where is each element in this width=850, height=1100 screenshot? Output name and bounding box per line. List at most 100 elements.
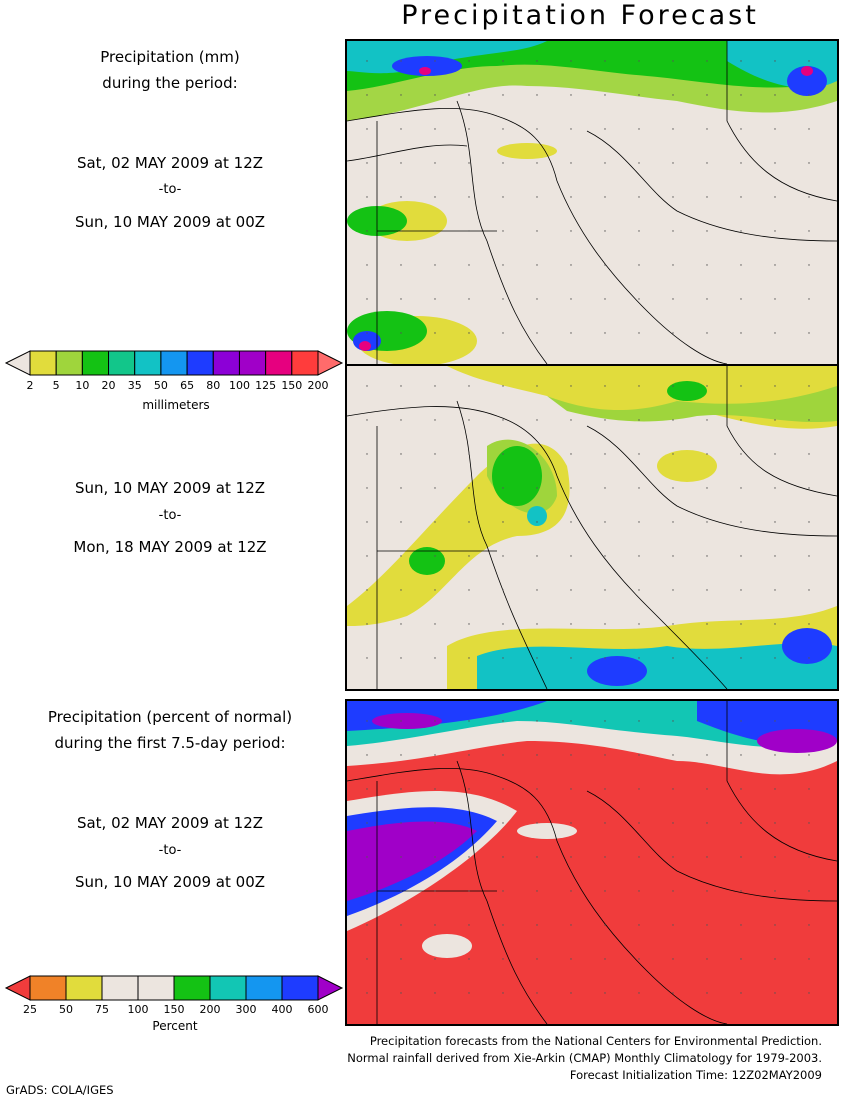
graticule-dot: [706, 453, 708, 455]
graticule-dot: [740, 822, 742, 824]
graticule-dot: [502, 94, 504, 96]
graticule-dot: [366, 589, 368, 591]
graticule-dot: [400, 196, 402, 198]
graticule-dot: [706, 128, 708, 130]
graticule-dot: [774, 657, 776, 659]
panel3-label-line1: Precipitation (percent of normal): [47, 708, 293, 726]
graticule-dot: [502, 453, 504, 455]
figure-title: Precipitation Forecast: [401, 0, 759, 31]
graticule-dot: [468, 992, 470, 994]
graticule-dot: [400, 992, 402, 994]
graticule-dot: [604, 788, 606, 790]
graticule-dot: [638, 958, 640, 960]
graticule-dot: [740, 128, 742, 130]
graticule-dot: [774, 60, 776, 62]
mm-colorbar-swatch-2: [55, 350, 83, 376]
graticule-dot: [706, 487, 708, 489]
graticule-dot: [774, 332, 776, 334]
panel1-to: -to-: [158, 182, 182, 197]
graticule-dot: [434, 385, 436, 387]
mm-colorbar-swatch-11: [291, 350, 319, 376]
graticule-dot: [808, 890, 810, 892]
graticule-dot: [604, 754, 606, 756]
graticule-dot: [502, 822, 504, 824]
percent-colorbar-swatch-4: [137, 975, 175, 1001]
graticule-dot: [740, 264, 742, 266]
graticule-dot: [808, 788, 810, 790]
graticule-dot: [604, 720, 606, 722]
percent-colorbar-swatches: [4, 975, 344, 1001]
graticule-dot: [774, 385, 776, 387]
graticule-dot: [570, 419, 572, 421]
graticule-dot: [808, 992, 810, 994]
graticule-dot: [468, 453, 470, 455]
graticule-dot: [740, 856, 742, 858]
mm-colorbar-tick-label: 65: [180, 379, 195, 392]
graticule-dot: [604, 94, 606, 96]
graticule-dot: [570, 196, 572, 198]
graticule-dot: [638, 230, 640, 232]
graticule-dot: [808, 555, 810, 557]
graticule-dot: [672, 623, 674, 625]
map-week2-svg: [347, 366, 837, 689]
graticule-dot: [468, 856, 470, 858]
graticule-dot: [706, 385, 708, 387]
mm-colorbar-tick-label: 125: [255, 379, 277, 392]
graticule-dot: [536, 623, 538, 625]
graticule-dot: [434, 657, 436, 659]
graticule-dot: [774, 992, 776, 994]
graticule-dot: [468, 657, 470, 659]
graticule-dot: [672, 992, 674, 994]
percent-colorbar-swatch-7: [245, 975, 283, 1001]
graticule-dot: [434, 890, 436, 892]
graticule-dot: [502, 555, 504, 557]
panel3-start-date: Sat, 02 MAY 2009 at 12Z: [76, 814, 264, 832]
graticule-dot: [366, 856, 368, 858]
graticule-dot: [570, 589, 572, 591]
graticule-dot: [638, 822, 640, 824]
graticule-dot: [400, 958, 402, 960]
graticule-dot: [604, 657, 606, 659]
graticule-dot: [434, 924, 436, 926]
graticule-dot: [434, 623, 436, 625]
graticule-dot: [536, 453, 538, 455]
graticule-dot: [774, 521, 776, 523]
map-panel-week1-precip: [345, 39, 839, 366]
graticule-dot: [604, 623, 606, 625]
graticule-dot: [400, 720, 402, 722]
graticule-dot: [706, 822, 708, 824]
graticule-dot: [570, 822, 572, 824]
graticule-dot: [706, 958, 708, 960]
graticule-dot: [400, 385, 402, 387]
graticule-dot: [570, 958, 572, 960]
graticule-dot: [740, 332, 742, 334]
credit-line-1: Precipitation forecasts from the Nationa…: [369, 1034, 822, 1048]
graticule-dot: [774, 162, 776, 164]
mm-colorbar-tick-label: 100: [228, 379, 250, 392]
panel3-to: -to-: [158, 843, 182, 858]
graticule-dot: [434, 196, 436, 198]
graticule-dot: [502, 657, 504, 659]
percent-colorbar-tick-label: 75: [95, 1003, 109, 1016]
graticule-dot: [638, 924, 640, 926]
graticule-dot: [808, 720, 810, 722]
graticule-dot: [740, 385, 742, 387]
graticule-dot: [808, 419, 810, 421]
graticule-dot: [604, 958, 606, 960]
graticule-dot: [570, 657, 572, 659]
graticule-dot: [468, 788, 470, 790]
graticule-dot: [536, 890, 538, 892]
graticule-dot: [366, 60, 368, 62]
graticule-dot: [774, 94, 776, 96]
graticule-dot: [502, 128, 504, 130]
graticule-dot: [740, 657, 742, 659]
graticule-dot: [366, 992, 368, 994]
graticule-dot: [706, 230, 708, 232]
graticule-dot: [672, 890, 674, 892]
graticule-dot: [366, 822, 368, 824]
graticule-dot: [740, 555, 742, 557]
graticule-dot: [604, 230, 606, 232]
graticule-dot: [638, 754, 640, 756]
graticule-dot: [774, 924, 776, 926]
graticule-dot: [638, 720, 640, 722]
